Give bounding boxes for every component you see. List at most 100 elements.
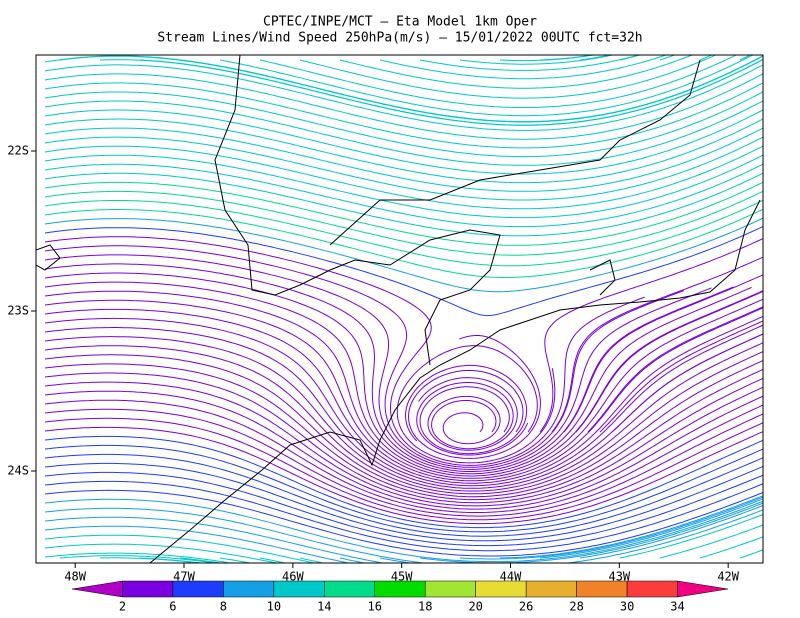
streamline	[44, 118, 763, 184]
streamline	[299, 55, 717, 99]
streamline	[44, 172, 763, 237]
streamline	[44, 245, 684, 468]
streamline	[599, 320, 763, 433]
streamline	[539, 238, 763, 433]
streamline	[44, 299, 763, 482]
colorbar-label: 16	[368, 600, 382, 614]
colorbar-label: 8	[220, 600, 227, 614]
streamline	[44, 208, 763, 278]
colorbar-label: 34	[670, 600, 684, 614]
title: CPTEC/INPE/MCT — Eta Model 1km Oper	[263, 15, 537, 30]
colorbar-swatch	[525, 580, 577, 598]
streamline	[44, 263, 734, 472]
x-tick-label: 46W	[282, 570, 304, 584]
streamline	[219, 55, 754, 117]
colorbar-swatch	[424, 580, 476, 598]
streamline	[44, 82, 763, 149]
streamline	[44, 453, 763, 537]
map-frame	[35, 54, 764, 564]
streamline	[139, 58, 763, 126]
colorbar-label: 14	[317, 600, 331, 614]
streamline	[44, 498, 763, 563]
streamline	[139, 557, 205, 563]
streamline	[499, 495, 763, 559]
colorbar-label: 20	[468, 600, 482, 614]
colorbar-swatch	[576, 580, 628, 598]
streamline	[44, 281, 763, 477]
colorbar-swatch	[626, 580, 678, 598]
streamline	[44, 417, 763, 521]
subtitle: Stream Lines/Wind Speed 250hPa(m/s) — 15…	[157, 31, 642, 46]
streamline	[44, 336, 763, 492]
streamline	[44, 534, 317, 563]
streamline	[44, 489, 763, 557]
streamline	[44, 64, 763, 131]
streamline	[44, 154, 763, 219]
streamline	[44, 462, 763, 542]
streamline	[587, 306, 763, 433]
streamline	[419, 55, 641, 71]
streamline	[44, 372, 763, 504]
streamline	[579, 505, 763, 559]
streamline	[179, 55, 763, 123]
streamline	[44, 272, 752, 475]
streamline	[575, 290, 763, 433]
colorbar-swatch	[324, 580, 376, 598]
streamline	[551, 256, 763, 433]
streamline	[44, 136, 763, 201]
x-tick-label: 45W	[391, 570, 413, 584]
streamline	[44, 127, 763, 192]
streamline	[396, 345, 556, 464]
streamline	[611, 333, 763, 433]
streamline	[659, 524, 763, 559]
colorbar: 2 6 8 10 14 16 18 20 26 28 30 34	[71, 580, 729, 614]
streamline	[44, 254, 712, 470]
x-tick-label: 48W	[64, 570, 86, 584]
streamline	[418, 377, 518, 451]
streamline	[339, 557, 367, 563]
colorbar-label: 10	[267, 600, 281, 614]
streamline	[44, 181, 763, 246]
streamline	[407, 335, 541, 459]
streamline	[44, 525, 351, 563]
streamline	[44, 426, 763, 525]
streamlines	[44, 55, 763, 563]
streamline	[699, 536, 763, 559]
streamline	[44, 516, 386, 563]
streamline	[44, 390, 763, 510]
streamline	[259, 55, 738, 108]
streamline	[44, 73, 763, 140]
streamline	[44, 543, 279, 563]
streamline	[339, 55, 694, 89]
streamline	[739, 55, 752, 61]
streamline	[416, 382, 529, 456]
streamline	[44, 480, 763, 552]
colorbar-label: 6	[169, 600, 176, 614]
streamline	[44, 91, 763, 158]
colorbar-swatch	[475, 580, 527, 598]
y-tick-label: 24S	[7, 464, 29, 478]
streamline	[44, 317, 763, 487]
streamline	[44, 190, 763, 256]
y-tick-label: 23S	[7, 304, 29, 318]
streamline	[44, 363, 763, 501]
streamline	[59, 55, 763, 123]
streamline	[44, 435, 763, 529]
axes: 48W 47W 46W 45W 44W 43W 42W 22S 23S 24S	[7, 144, 739, 584]
streamline	[579, 55, 613, 61]
streamline	[404, 364, 528, 455]
streamline	[619, 513, 763, 559]
x-tick-label: 47W	[173, 570, 195, 584]
colorbar-swatch	[172, 580, 224, 598]
colorbar-label: 2	[119, 600, 126, 614]
streamline	[44, 217, 763, 293]
streamline	[459, 55, 616, 65]
streamline	[459, 496, 763, 560]
colorbar-label: 28	[569, 600, 583, 614]
colorbar-swatch	[223, 580, 275, 598]
streamline	[739, 549, 763, 559]
x-tick-label: 44W	[500, 570, 522, 584]
streamline	[44, 100, 763, 166]
streamline	[44, 290, 763, 479]
